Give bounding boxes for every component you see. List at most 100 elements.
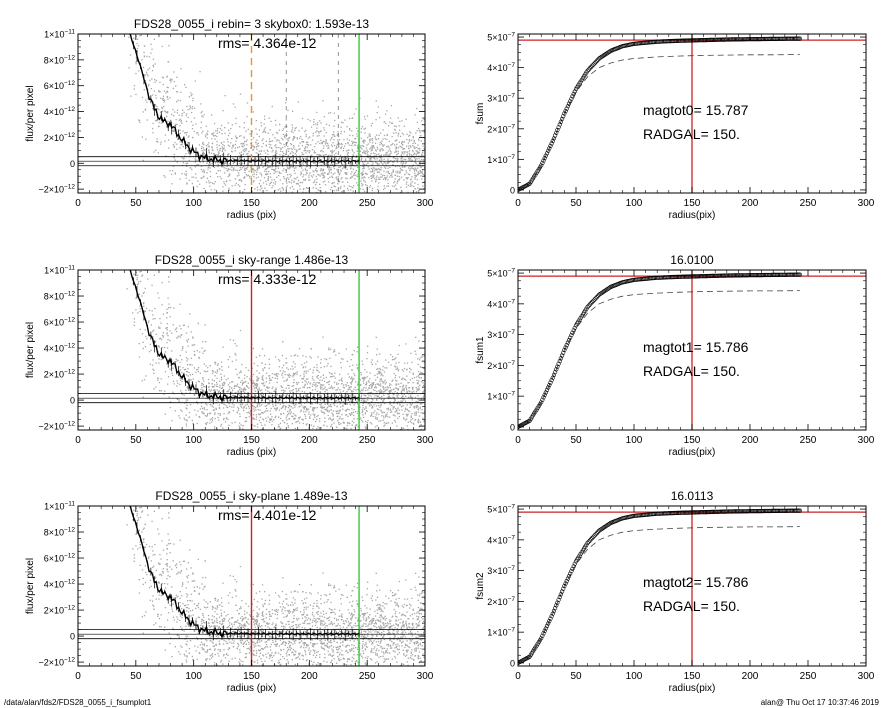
scatter-point xyxy=(293,379,295,381)
scatter-point xyxy=(166,317,168,319)
scatter-point xyxy=(329,164,332,166)
scatter-point xyxy=(395,146,397,148)
scatter-point xyxy=(359,154,362,156)
scatter-point xyxy=(216,140,218,143)
scatter-point xyxy=(174,410,176,412)
scatter-point xyxy=(269,198,270,199)
scatter-point xyxy=(324,197,325,198)
scatter-point xyxy=(197,380,199,382)
scatter-point xyxy=(289,408,291,411)
scatter-point xyxy=(389,383,391,385)
scatter-point xyxy=(392,396,395,399)
scatter-point xyxy=(156,120,158,122)
scatter-point xyxy=(292,385,295,387)
scatter-point xyxy=(312,427,314,429)
scatter-point xyxy=(379,144,381,146)
scatter-point xyxy=(227,400,229,402)
scatter-point xyxy=(239,400,241,402)
scatter-point xyxy=(205,145,208,147)
scatter-point xyxy=(176,101,178,103)
scatter-point xyxy=(332,403,335,405)
scatter-point xyxy=(294,136,296,139)
scatter-point xyxy=(163,90,166,92)
scatter-point xyxy=(161,304,163,306)
scatter-point xyxy=(169,170,171,172)
scatter-point xyxy=(290,143,293,146)
scatter-point xyxy=(185,407,187,409)
scatter-point xyxy=(316,385,319,387)
scatter-point xyxy=(382,178,385,180)
scatter-point xyxy=(394,366,396,368)
scatter-point xyxy=(258,129,261,131)
scatter-point xyxy=(419,408,421,410)
scatter-point xyxy=(179,118,181,120)
scatter-point xyxy=(324,408,326,411)
scatter-point xyxy=(306,361,308,363)
scatter-point xyxy=(388,396,390,398)
scatter-point xyxy=(242,191,244,193)
scatter-point xyxy=(232,410,235,412)
scatter-point xyxy=(392,132,395,134)
scatter-point xyxy=(184,419,186,421)
scatter-point xyxy=(228,153,230,155)
scatter-point xyxy=(362,184,364,186)
scatter-point xyxy=(401,144,403,146)
scatter-point xyxy=(416,130,418,132)
scatter-point xyxy=(354,426,356,429)
scatter-point xyxy=(236,373,238,376)
scatter-point xyxy=(376,169,378,171)
scatter-point xyxy=(140,34,142,36)
scatter-point xyxy=(353,373,355,375)
scatter-point xyxy=(228,424,230,426)
scatter-point xyxy=(252,149,254,151)
scatter-point xyxy=(293,213,294,214)
scatter-point xyxy=(355,411,357,413)
scatter-point xyxy=(228,189,230,191)
x-tick-label: 250 xyxy=(359,198,376,209)
scatter-point xyxy=(338,173,340,175)
scatter-point xyxy=(269,129,271,131)
scatter-point xyxy=(196,350,198,352)
scatter-point xyxy=(417,382,419,384)
scatter-point xyxy=(188,96,190,98)
scatter-point xyxy=(219,150,221,152)
growth-point xyxy=(556,125,561,130)
scatter-point xyxy=(129,7,130,8)
scatter-point xyxy=(380,398,382,401)
scatter-point xyxy=(359,146,361,148)
scatter-point xyxy=(376,168,378,170)
scatter-point xyxy=(262,166,264,168)
scatter-point xyxy=(394,174,397,176)
scatter-point xyxy=(417,187,419,189)
scatter-point xyxy=(128,10,129,11)
scatter-point xyxy=(403,158,405,161)
scatter-point xyxy=(379,371,381,374)
scatter-point xyxy=(240,168,242,170)
scatter-point xyxy=(232,389,234,391)
scatter-point xyxy=(416,376,418,378)
scatter-point xyxy=(376,417,378,419)
scatter-point xyxy=(274,169,276,171)
y-tick-label: 5×10−7 xyxy=(487,32,515,43)
y-tick-mantissa: 2×10 xyxy=(487,124,507,134)
scatter-point xyxy=(275,144,277,146)
scatter-point xyxy=(419,161,421,163)
scatter-point xyxy=(291,151,293,153)
scatter-point xyxy=(311,389,314,391)
scatter-point xyxy=(309,382,312,384)
scatter-point xyxy=(296,150,298,152)
scatter-point xyxy=(273,158,275,160)
scatter-point xyxy=(214,134,216,137)
scatter-point xyxy=(176,138,179,140)
scatter-point xyxy=(271,168,273,170)
scatter-point xyxy=(300,171,302,173)
scatter-point xyxy=(286,125,288,128)
scatter-point xyxy=(328,157,330,159)
scatter-point xyxy=(252,137,255,139)
scatter-point xyxy=(376,158,378,160)
scatter-point xyxy=(376,408,379,410)
scatter-point xyxy=(360,157,363,159)
scatter-point xyxy=(376,348,378,350)
scatter-point xyxy=(375,150,377,152)
scatter-point xyxy=(371,122,373,125)
